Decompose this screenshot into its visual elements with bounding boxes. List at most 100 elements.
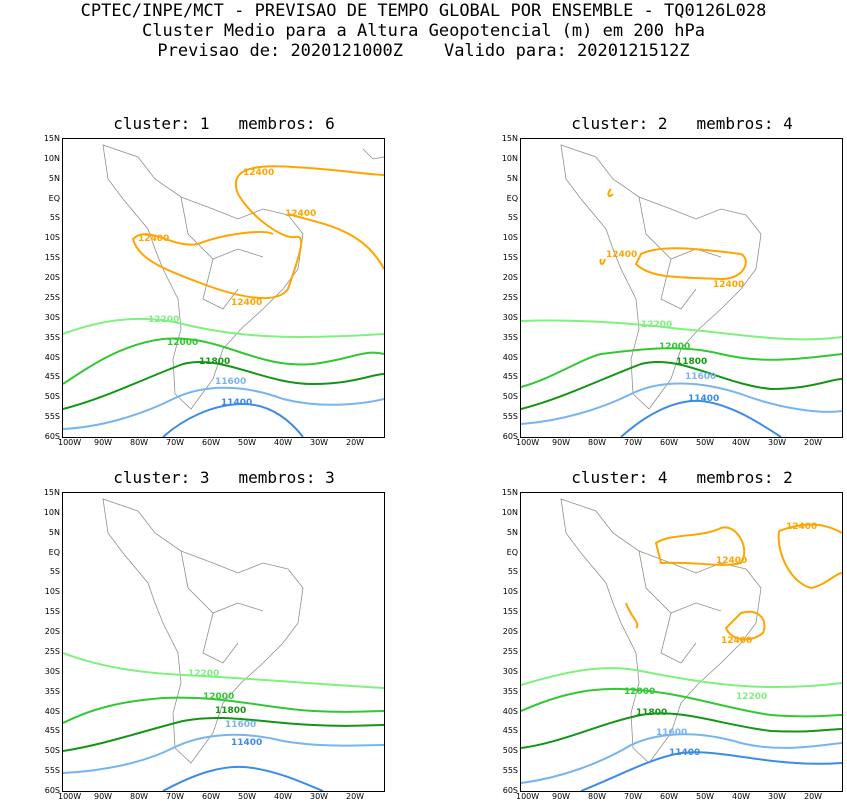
lon-tick-label: 20W <box>346 792 365 801</box>
lon-tick-label: 20W <box>346 438 365 447</box>
lon-tick-label: 50W <box>238 792 257 801</box>
label-12400-a: 12400 <box>243 168 274 178</box>
lat-tick-label: 10S <box>44 233 60 243</box>
panel-3-svg: 12200 12000 11800 11600 11400 <box>62 498 385 792</box>
lon-tick-label: 100W <box>58 438 82 447</box>
label-12400-c: 12400 <box>721 636 752 646</box>
panel-3-title: cluster: 3 membros: 3 <box>113 468 335 487</box>
lon-tick-label: 60W <box>202 792 221 801</box>
lat-tick-label: 35S <box>44 686 60 696</box>
lat-tick-label: 10N <box>501 153 518 163</box>
lat-tick-label: 15N <box>501 134 518 143</box>
panel-2-map: 12400 12400 12200 12000 11800 11600 1140… <box>520 138 843 438</box>
lat-tick-label: EQ <box>48 193 60 203</box>
lat-tick-label: 5N <box>506 527 518 537</box>
lon-tick-label: 90W <box>94 438 113 447</box>
lon-tick-label: 80W <box>588 438 607 447</box>
label-11600: 11600 <box>685 372 716 382</box>
contours-11800 <box>62 361 385 410</box>
label-11800: 11800 <box>676 357 707 367</box>
lat-tick-label: 50S <box>502 392 518 402</box>
contours-12400 <box>625 523 843 641</box>
panel-2-svg: 12400 12400 12200 12000 11800 11600 1140… <box>520 144 843 438</box>
lon-tick-label: 60W <box>660 438 679 447</box>
lon-tick-label: 60W <box>202 438 221 447</box>
lon-tick-label: 40W <box>274 792 293 801</box>
lat-tick-label: 15S <box>502 253 518 263</box>
label-12400-b: 12400 <box>713 280 744 290</box>
lat-tick-label: 45S <box>44 372 60 382</box>
lon-tick-label: 50W <box>696 438 715 447</box>
label-11400: 11400 <box>221 398 252 408</box>
contours-11800 <box>520 712 843 749</box>
lat-tick-label: 50S <box>44 392 60 402</box>
lon-tick-label: 70W <box>624 792 643 801</box>
lat-tick-label: 30S <box>502 312 518 322</box>
lat-tick-label: 40S <box>502 706 518 716</box>
panel-1-svg: 12400 12400 12400 12400 12200 12000 1180… <box>62 144 385 438</box>
label-11800: 11800 <box>199 357 230 367</box>
label-12200: 12200 <box>188 669 219 679</box>
panel-4-map: 12400 12400 12400 12200 12000 11800 1160… <box>520 492 843 792</box>
lon-tick-label: 40W <box>732 792 751 801</box>
lat-tick-label: 15N <box>43 488 60 497</box>
lon-tick-label: 100W <box>516 792 540 801</box>
country-borders <box>102 144 385 410</box>
contours-11400 <box>162 402 304 438</box>
label-11800: 11800 <box>636 708 667 718</box>
label-12200: 12200 <box>641 320 672 330</box>
lat-tick-label: 55S <box>44 412 60 422</box>
lat-tick-label: 25S <box>44 646 60 656</box>
lat-tick-label: 10S <box>502 233 518 243</box>
label-12400-a: 12400 <box>786 522 817 532</box>
country-borders <box>102 498 304 764</box>
lat-tick-label: 15N <box>501 488 518 497</box>
lon-tick-label: 40W <box>732 438 751 447</box>
lat-tick-label: 5N <box>48 173 60 183</box>
lon-tick-label: 80W <box>130 438 149 447</box>
lon-tick-label: 20W <box>804 438 823 447</box>
lon-tick-label: 90W <box>552 438 571 447</box>
lat-tick-label: 20S <box>502 273 518 283</box>
label-12400-b: 12400 <box>285 209 316 219</box>
contours-11600 <box>520 733 843 784</box>
lon-tick-label: 70W <box>166 438 185 447</box>
forecast-dates: Previsao de: 2020121000Z Valido para: 20… <box>157 41 690 61</box>
label-12400-a: 12400 <box>606 250 637 260</box>
contours-12200 <box>62 317 385 338</box>
lat-tick-label: 10N <box>43 507 60 517</box>
lat-tick-label: 45S <box>44 726 60 736</box>
lat-tick-label: EQ <box>506 193 518 203</box>
panel-1-map: 12400 12400 12400 12400 12200 12000 1180… <box>62 138 385 438</box>
contours-12200 <box>520 319 843 341</box>
lat-tick-label: 30S <box>502 666 518 676</box>
lon-tick-label: 20W <box>804 792 823 801</box>
label-11800: 11800 <box>215 706 246 716</box>
contours-11400 <box>620 399 782 438</box>
lat-tick-label: 10N <box>43 153 60 163</box>
lat-tick-label: 20S <box>502 627 518 637</box>
label-12400-d: 12400 <box>231 298 262 308</box>
lat-tick-label: 5N <box>48 527 60 537</box>
lat-tick-label: 55S <box>44 766 60 776</box>
lon-tick-label: 30W <box>768 792 787 801</box>
label-11600: 11600 <box>656 728 687 738</box>
lat-tick-label: 25S <box>44 292 60 302</box>
panel-4-svg: 12400 12400 12400 12200 12000 11800 1160… <box>520 498 843 792</box>
lon-tick-label: 90W <box>94 792 113 801</box>
lon-tick-label: 100W <box>58 792 82 801</box>
contours-11400 <box>162 765 324 792</box>
lon-tick-label: 100W <box>516 438 540 447</box>
contours-12000 <box>520 687 843 718</box>
lon-tick-label: 70W <box>166 792 185 801</box>
lat-tick-label: 35S <box>502 332 518 342</box>
lat-tick-label: 40S <box>44 352 60 362</box>
page-subtitle: Cluster Medio para a Altura Geopotencial… <box>142 21 705 41</box>
lat-tick-label: 15S <box>502 607 518 617</box>
lat-tick-label: 60S <box>502 432 518 441</box>
contours-12400 <box>131 165 385 300</box>
contours-12400 <box>599 188 747 281</box>
label-12000: 12000 <box>624 687 655 697</box>
label-11400: 11400 <box>669 748 700 758</box>
lat-tick-label: 35S <box>44 332 60 342</box>
